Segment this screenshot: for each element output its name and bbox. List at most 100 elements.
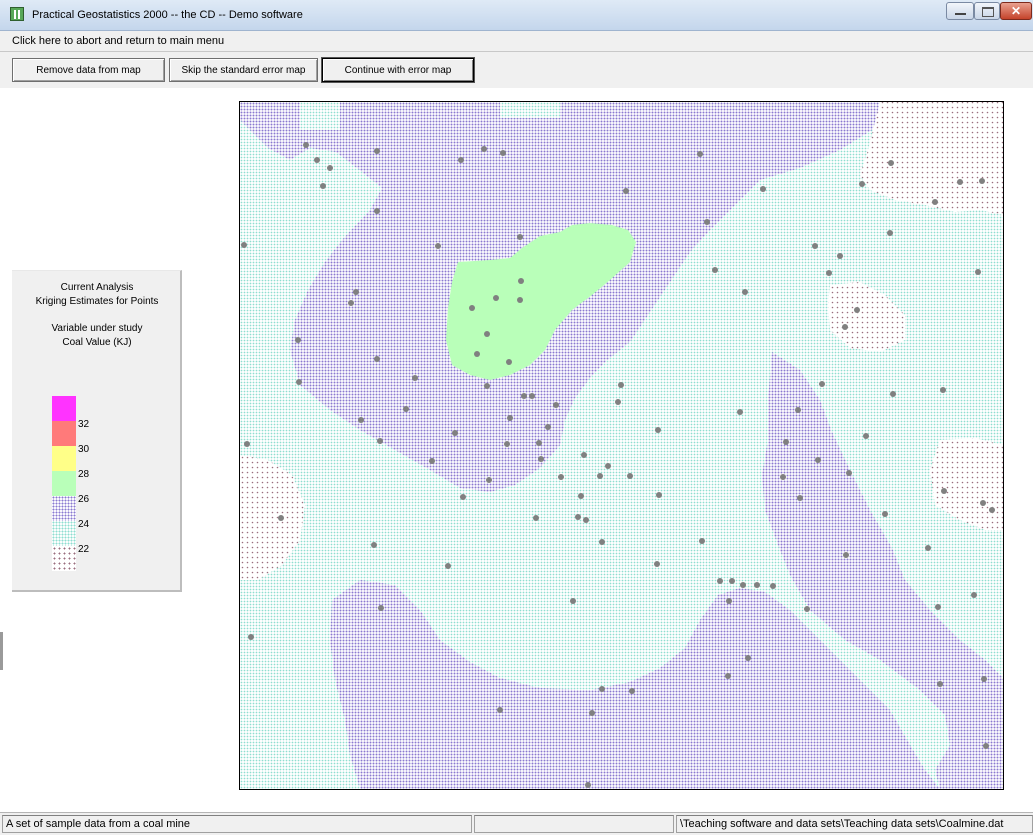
zone-below-22-left	[240, 455, 305, 580]
sample-point	[371, 542, 377, 548]
sample-point	[500, 150, 506, 156]
sample-point	[826, 270, 832, 276]
sample-point	[327, 165, 333, 171]
sample-point	[517, 234, 523, 240]
resize-grip	[0, 632, 3, 670]
sample-point	[486, 477, 492, 483]
sample-points-layer	[241, 142, 995, 788]
minimize-button[interactable]	[946, 2, 974, 20]
sample-point	[553, 402, 559, 408]
sample-point	[497, 707, 503, 713]
sample-point	[983, 743, 989, 749]
continue-error-map-button[interactable]: Continue with error map	[322, 58, 474, 82]
sample-point	[887, 230, 893, 236]
sample-point	[882, 511, 888, 517]
skip-standard-error-button[interactable]: Skip the standard error map	[169, 58, 318, 82]
sample-point	[780, 474, 786, 480]
sample-point	[655, 427, 661, 433]
legend-swatch-26-28	[52, 471, 76, 496]
sample-point	[717, 578, 723, 584]
sample-point	[795, 407, 801, 413]
legend-swatch-above-32	[52, 396, 76, 421]
sample-point	[783, 439, 789, 445]
sample-point	[925, 545, 931, 551]
sample-point	[697, 151, 703, 157]
status-bar: A set of sample data from a coal mine \T…	[0, 812, 1033, 835]
legend-panel: Current Analysis Kriging Estimates for P…	[12, 270, 182, 592]
sample-point	[518, 278, 524, 284]
abort-bar[interactable]: Click here to abort and return to main m…	[0, 31, 1033, 52]
sample-point	[517, 297, 523, 303]
sample-point	[737, 409, 743, 415]
sample-point	[378, 605, 384, 611]
abort-link[interactable]: Click here to abort and return to main m…	[12, 35, 225, 47]
sample-point	[452, 430, 458, 436]
zone-24-26-right	[762, 352, 1003, 789]
sample-point	[241, 242, 247, 248]
sample-point	[589, 710, 595, 716]
sample-point	[819, 381, 825, 387]
sample-point	[725, 673, 731, 679]
sample-point	[545, 424, 551, 430]
legend-swatch-below-22	[52, 546, 76, 571]
sample-point	[469, 305, 475, 311]
legend-tick: 24	[78, 519, 90, 530]
sample-point	[429, 458, 435, 464]
sample-point	[935, 604, 941, 610]
status-description: A set of sample data from a coal mine	[2, 815, 472, 833]
sample-point	[507, 415, 513, 421]
sample-point	[597, 473, 603, 479]
legend-swatch-24-26	[52, 496, 76, 521]
status-file-path: \Teaching software and data sets\Teachin…	[676, 815, 1033, 833]
sample-point	[536, 440, 542, 446]
sample-point	[623, 188, 629, 194]
sample-point	[474, 351, 480, 357]
variable-name: Coal Value (KJ)	[62, 337, 132, 348]
sample-point	[244, 441, 250, 447]
remove-data-button[interactable]: Remove data from map	[12, 58, 165, 82]
title-bar: Practical Geostatistics 2000 -- the CD -…	[0, 0, 1033, 31]
sample-point	[843, 552, 849, 558]
sample-point	[460, 494, 466, 500]
sample-point	[699, 538, 705, 544]
kriging-map[interactable]	[239, 101, 1004, 790]
sample-point	[627, 473, 633, 479]
sample-point	[859, 181, 865, 187]
sample-point	[296, 379, 302, 385]
app-icon	[10, 7, 24, 21]
zone-below-22-mid-right	[828, 282, 905, 352]
sample-point	[538, 456, 544, 462]
sample-point	[863, 433, 869, 439]
sample-point	[599, 539, 605, 545]
sample-point	[842, 324, 848, 330]
sample-point	[521, 393, 527, 399]
sample-point	[989, 507, 995, 513]
sample-point	[971, 592, 977, 598]
sample-point	[957, 179, 963, 185]
status-middle	[474, 815, 674, 833]
sample-point	[937, 681, 943, 687]
analysis-name: Kriging Estimates for Points	[35, 296, 159, 307]
legend-swatch-28-30	[52, 446, 76, 471]
sample-point	[754, 582, 760, 588]
sample-point	[529, 393, 535, 399]
sample-point	[374, 356, 380, 362]
sample-point	[605, 463, 611, 469]
sample-point	[629, 688, 635, 694]
maximize-button[interactable]	[974, 2, 1000, 20]
close-button[interactable]	[1000, 2, 1032, 20]
sample-point	[278, 515, 284, 521]
sample-point	[837, 253, 843, 259]
sample-point	[797, 495, 803, 501]
sample-point	[445, 563, 451, 569]
sample-point	[846, 470, 852, 476]
sample-point	[654, 561, 660, 567]
zone-26-28	[446, 223, 636, 380]
sample-point	[458, 157, 464, 163]
sample-point	[558, 474, 564, 480]
sample-point	[726, 598, 732, 604]
sample-point	[578, 493, 584, 499]
sample-point	[320, 183, 326, 189]
sample-point	[712, 267, 718, 273]
legend-swatch-30-32	[52, 421, 76, 446]
